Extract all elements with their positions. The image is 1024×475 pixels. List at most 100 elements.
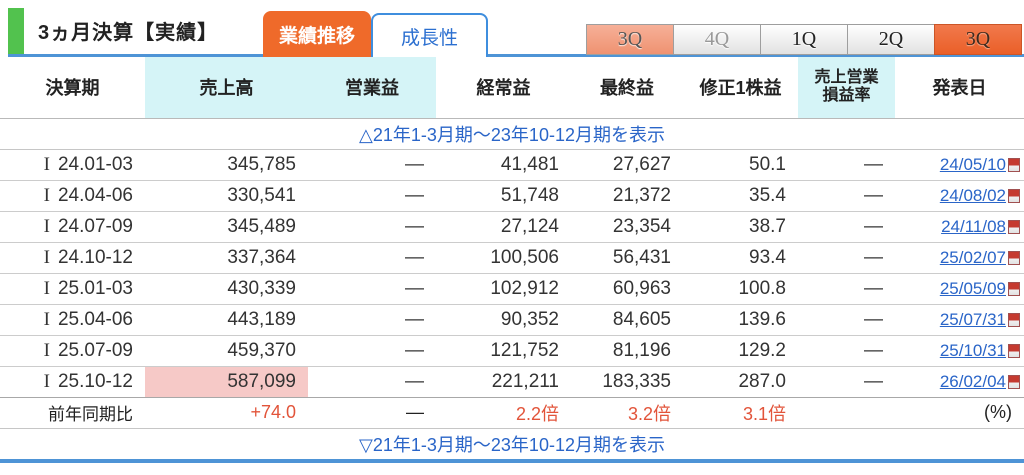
consolidation-marker: I <box>0 179 50 211</box>
col-header-sales: 売上高 <box>145 57 308 118</box>
adjusted-eps-cell: 100.8 <box>683 272 798 304</box>
quarter-button-2q[interactable]: 2Q <box>847 24 935 55</box>
pdf-icon <box>1008 312 1020 327</box>
fiscal-period-cell: 24.01-03 <box>50 148 145 180</box>
consolidation-marker: I <box>0 303 50 335</box>
col-header-period: 決算期 <box>45 78 100 99</box>
yoy-ordinary: 2.2倍 <box>436 396 571 428</box>
report-date-link[interactable]: 26/02/04 <box>940 372 1020 392</box>
pdf-icon <box>1008 343 1020 358</box>
consolidation-marker: I <box>0 272 50 304</box>
pdf-icon <box>1008 157 1020 172</box>
adjusted-eps-cell: 139.6 <box>683 303 798 335</box>
ordinary-profit-cell: 102,912 <box>436 272 571 304</box>
col-header-margin-line2: 損益率 <box>822 87 871 105</box>
ordinary-profit-cell: 221,211 <box>436 365 571 397</box>
operating-margin-cell: — <box>798 334 895 366</box>
report-date-link[interactable]: 25/02/07 <box>940 248 1020 268</box>
adjusted-eps-cell: 35.4 <box>683 179 798 211</box>
operating-margin-cell: — <box>798 210 895 242</box>
consolidation-marker: I <box>0 210 50 242</box>
col-header-ordinary: 経常益 <box>476 78 531 99</box>
fiscal-period-cell: 25.04-06 <box>50 303 145 335</box>
show-later-range-link[interactable]: ▽21年1-3月期〜23年10-12月期を表示 <box>359 434 665 455</box>
pdf-icon <box>1008 250 1020 265</box>
net-profit-cell: 81,196 <box>571 334 683 366</box>
operating-profit-cell: — <box>308 241 436 273</box>
report-date-link[interactable]: 24/08/02 <box>940 186 1020 206</box>
sales-cell: 443,189 <box>145 303 308 335</box>
operating-profit-cell: — <box>308 334 436 366</box>
adjusted-eps-cell: 93.4 <box>683 241 798 273</box>
header-bar: 3ヵ月決算【実績】 業績推移 成長性 3Q 4Q 1Q 2Q 3Q <box>0 0 1024 57</box>
sales-cell: 345,785 <box>145 148 308 180</box>
quarter-button-3q-current[interactable]: 3Q <box>934 24 1022 55</box>
report-date-link[interactable]: 24/05/10 <box>940 155 1020 175</box>
pdf-icon <box>1008 281 1020 296</box>
yoy-eps: 3.1倍 <box>683 396 798 428</box>
table-row: I 25.10-12 587,099 — 221,211 183,335 287… <box>0 365 1024 397</box>
adjusted-eps-cell: 287.0 <box>683 365 798 397</box>
announcement-date-cell: 25/07/31 <box>895 303 1024 335</box>
operating-profit-cell: — <box>308 148 436 180</box>
sales-cell: 430,339 <box>145 272 308 304</box>
yoy-op: — <box>308 396 436 428</box>
report-date-link[interactable]: 25/07/31 <box>940 310 1020 330</box>
col-header-margin: 売上営業 損益率 <box>798 57 895 118</box>
operating-profit-cell: — <box>308 365 436 397</box>
net-profit-cell: 183,335 <box>571 365 683 397</box>
sales-cell: 345,489 <box>145 210 308 242</box>
consolidation-marker: I <box>0 365 50 397</box>
table-row: I 24.10-12 337,364 — 100,506 56,431 93.4… <box>0 241 1024 273</box>
announcement-date-cell: 25/05/09 <box>895 272 1024 304</box>
ordinary-profit-cell: 41,481 <box>436 148 571 180</box>
col-header-date: 発表日 <box>932 78 987 99</box>
green-accent-bar <box>8 8 24 54</box>
announcement-date-cell: 24/08/02 <box>895 179 1024 211</box>
fiscal-period-cell: 24.07-09 <box>50 210 145 242</box>
show-earlier-range-link[interactable]: △21年1-3月期〜23年10-12月期を表示 <box>359 124 665 145</box>
operating-profit-cell: — <box>308 272 436 304</box>
ordinary-profit-cell: 100,506 <box>436 241 571 273</box>
quarter-button-3q-prev[interactable]: 3Q <box>586 24 674 55</box>
sales-cell: 587,099 <box>145 365 308 397</box>
quarter-button-4q[interactable]: 4Q <box>673 24 761 55</box>
adjusted-eps-cell: 38.7 <box>683 210 798 242</box>
pdf-icon <box>1008 188 1020 203</box>
fiscal-period-cell: 25.07-09 <box>50 334 145 366</box>
ordinary-profit-cell: 90,352 <box>436 303 571 335</box>
tab-performance-trend[interactable]: 業績推移 <box>263 11 371 57</box>
table-row: I 25.01-03 430,339 — 102,912 60,963 100.… <box>0 272 1024 304</box>
report-date-link[interactable]: 24/11/08 <box>941 217 1020 237</box>
pdf-icon <box>1008 219 1020 234</box>
consolidation-marker: I <box>0 148 50 180</box>
pdf-icon <box>1008 374 1020 389</box>
net-profit-cell: 27,627 <box>571 148 683 180</box>
report-date-link[interactable]: 25/05/09 <box>940 279 1020 299</box>
quarter-selector: 3Q 4Q 1Q 2Q 3Q <box>586 24 1022 55</box>
bottom-divider-line <box>0 459 1024 463</box>
operating-margin-cell: — <box>798 365 895 397</box>
net-profit-cell: 21,372 <box>571 179 683 211</box>
table-row: I 25.07-09 459,370 — 121,752 81,196 129.… <box>0 334 1024 366</box>
fiscal-period-cell: 24.04-06 <box>50 179 145 211</box>
operating-profit-cell: — <box>308 179 436 211</box>
operating-margin-cell: — <box>798 272 895 304</box>
net-profit-cell: 56,431 <box>571 241 683 273</box>
report-date-link[interactable]: 25/10/31 <box>940 341 1020 361</box>
yoy-label: 前年同期比 <box>0 396 145 428</box>
yoy-unit: (%) <box>895 396 1024 428</box>
ordinary-profit-cell: 121,752 <box>436 334 571 366</box>
quarter-button-1q[interactable]: 1Q <box>760 24 848 55</box>
announcement-date-cell: 25/10/31 <box>895 334 1024 366</box>
header-divider-line <box>8 54 1024 57</box>
consolidation-marker: I <box>0 334 50 366</box>
col-header-margin-line1: 売上営業 <box>814 68 879 86</box>
net-profit-cell: 60,963 <box>571 272 683 304</box>
table-header-row: 決算期 売上高 営業益 経常益 最終益 修正1株益 売上営業 損益率 発表日 <box>0 57 1024 118</box>
announcement-date-cell: 24/05/10 <box>895 148 1024 180</box>
yoy-net: 3.2倍 <box>571 396 683 428</box>
ordinary-profit-cell: 27,124 <box>436 210 571 242</box>
table-row: I 25.04-06 443,189 — 90,352 84,605 139.6… <box>0 303 1024 335</box>
tab-growth[interactable]: 成長性 <box>371 13 488 57</box>
